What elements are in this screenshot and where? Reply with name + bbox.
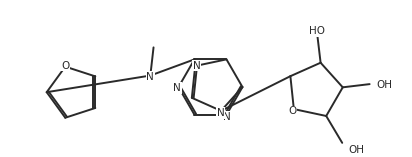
Text: N: N (217, 108, 224, 118)
Text: N: N (223, 112, 231, 122)
Text: O: O (288, 106, 297, 116)
Text: N: N (192, 61, 200, 71)
Text: N: N (173, 83, 181, 93)
Text: OH: OH (349, 145, 365, 155)
Text: OH: OH (376, 80, 392, 90)
Text: O: O (61, 61, 69, 71)
Text: N: N (147, 72, 154, 81)
Text: HO: HO (309, 26, 325, 36)
